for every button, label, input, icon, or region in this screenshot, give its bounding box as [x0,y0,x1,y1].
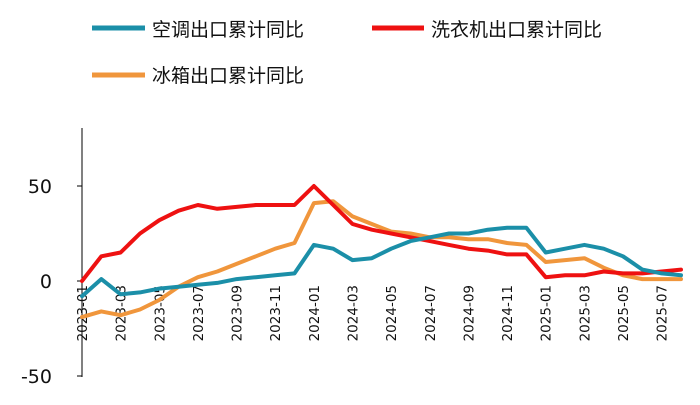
legend-label-fridge: 冰箱出口累计同比 [152,65,304,87]
x-tick-label: 2024-07 [423,285,439,341]
x-tick-label: 2023-11 [268,285,284,341]
x-axis-ticks: 2023-01 2023-03 2023-05 2023-07 2023-09 2023-… [75,285,671,341]
legend-item-washer: 洗衣机出口累计同比 [372,19,602,41]
x-tick-label: 2023-07 [191,285,207,341]
x-tick-label: 2025-01 [539,285,555,341]
y-tick-label: 0 [40,271,52,293]
x-tick-label: 2024-05 [384,285,400,341]
x-tick-label: 2024-11 [500,285,516,341]
x-tick-label: 2023-09 [230,285,246,341]
x-tick-label: 2024-03 [346,285,362,341]
y-tick-label: 50 [28,176,52,198]
legend-item-fridge: 冰箱出口累计同比 [92,65,304,87]
y-axis-ticks: -50 0 50 [21,176,82,388]
x-tick-label: 2023-01 [75,285,91,341]
x-tick-label: 2023-05 [152,285,168,341]
series-line-ac [80,225,683,299]
series-line-washer [80,184,683,283]
x-tick-label: 2025-05 [616,285,632,341]
legend-label-ac: 空调出口累计同比 [152,19,304,41]
x-tick-label: 2024-09 [461,285,477,341]
x-tick-label: 2025-03 [577,285,593,341]
x-tick-label: 2024-01 [307,285,323,341]
x-tick-label: 2025-07 [655,285,671,341]
series-lines [80,184,683,320]
legend: 空调出口累计同比 洗衣机出口累计同比 冰箱出口累计同比 [92,19,602,87]
legend-item-ac: 空调出口累计同比 [92,19,304,41]
legend-label-washer: 洗衣机出口累计同比 [431,19,602,41]
y-tick-label: -50 [21,366,52,388]
